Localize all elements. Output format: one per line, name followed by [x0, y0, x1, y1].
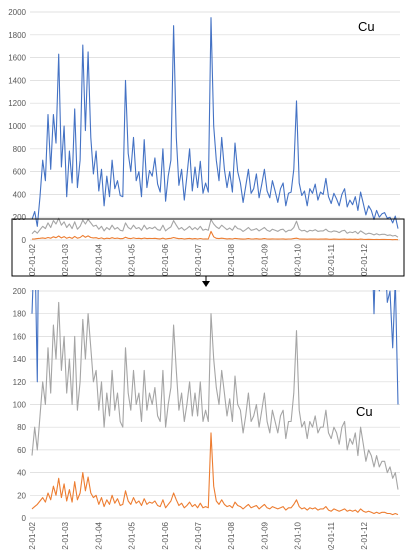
zoomed-x-tick-label: 02-01-05 — [128, 521, 137, 550]
zoomed-y-tick-labels: 0 20 40 60 80 100 120 140 160 180 200 — [13, 287, 27, 523]
overview-series-line-1 — [31, 217, 399, 238]
zoomed-series-group — [31, 290, 399, 516]
zoomed-y-tick-label: 140 — [13, 355, 27, 364]
overview-x-tick-labels: 02-01-02 02-01-03 02-01-04 02-01-05 02-01-06… — [28, 243, 369, 276]
overview-y-tick-label: 200 — [13, 213, 27, 222]
overview-x-tick-label: 02-01-02 — [28, 243, 37, 276]
zoomed-x-tick-label: 02-01-08 — [227, 521, 236, 550]
zoomed-y-tick-label: 100 — [13, 401, 27, 410]
overview-y-tick-label: 0 — [22, 236, 27, 245]
zoomed-x-tick-label: 02-01-09 — [260, 521, 269, 550]
overview-x-tick-label: 02-01-04 — [94, 243, 103, 276]
zoomed-y-tick-label: 0 — [22, 514, 27, 523]
overview-x-tick-label: 02-01-05 — [128, 243, 137, 276]
zoomed-y-tick-label: 80 — [17, 423, 26, 432]
zoom-region-box — [11, 218, 405, 277]
overview-y-tick-labels: 0 200 400 600 800 1000 1200 1400 1600 1800 2000 — [8, 8, 26, 245]
overview-y-tick-label: 1000 — [8, 122, 26, 131]
overview-x-tick-label: 02-01-11 — [327, 243, 336, 275]
zoomed-x-tick-label: 02-01-03 — [61, 521, 70, 550]
zoomed-x-tick-label: 02-01-11 — [327, 521, 336, 550]
zoomed-y-tick-label: 160 — [13, 332, 27, 341]
zoomed-x-tick-label: 02-01-04 — [94, 521, 103, 550]
zoomed-y-tick-label: 120 — [13, 378, 27, 387]
overview-y-tick-label: 1400 — [8, 76, 26, 85]
zoomed-series-line-1 — [31, 301, 399, 490]
zoomed-x-tick-label: 02-01-10 — [294, 521, 303, 550]
overview-x-tick-label: 02-01-08 — [227, 243, 236, 276]
overview-x-tick-label: 02-01-03 — [61, 243, 70, 276]
overview-chart-panel: 0 200 400 600 800 1000 1200 1400 1600 1800 2000 02… — [8, 8, 400, 276]
overview-y-tick-label: 1800 — [8, 31, 26, 40]
overview-y-tick-label: 600 — [13, 168, 27, 177]
zoomed-x-tick-labels: 02-01-02 02-01-03 02-01-04 02-01-05 02-01-06… — [28, 521, 369, 550]
overview-y-tick-label: 2000 — [8, 8, 26, 17]
overview-x-tick-label: 02-01-12 — [360, 243, 369, 276]
zoomed-y-tick-label: 40 — [17, 469, 26, 478]
overview-x-tick-label: 02-01-06 — [161, 243, 170, 276]
zoomed-y-tick-label: 60 — [17, 446, 26, 455]
zoomed-y-tick-label: 180 — [13, 310, 27, 319]
overview-y-tick-label: 400 — [13, 190, 27, 199]
overview-x-tick-label: 02-01-07 — [194, 243, 203, 276]
overview-x-tick-label: 02-01-10 — [294, 243, 303, 276]
zoomed-y-tick-label: 200 — [13, 287, 27, 296]
overview-element-label: Cu — [358, 19, 375, 34]
overview-series-line-0 — [31, 17, 399, 229]
zoomed-x-tick-label: 02-01-07 — [194, 521, 203, 550]
overview-y-tick-label: 1600 — [8, 54, 26, 63]
zoomed-series-line-2 — [31, 432, 399, 516]
zoomed-x-tick-label: 02-01-12 — [360, 521, 369, 550]
zoomed-x-tick-label: 02-01-02 — [28, 521, 37, 550]
overview-x-tick-label: 02-01-09 — [260, 243, 269, 276]
zoomed-series-line-0 — [31, 290, 399, 405]
overview-series-group — [31, 17, 399, 241]
zoomed-gridlines — [30, 290, 400, 519]
overview-y-tick-label: 1200 — [8, 99, 26, 108]
overview-y-tick-label: 800 — [13, 145, 27, 154]
zoom-arrow-head — [202, 281, 210, 287]
overview-series-line-2 — [31, 230, 399, 241]
zoomed-element-label: Cu — [356, 404, 373, 419]
zoomed-x-tick-label: 02-01-06 — [161, 521, 170, 550]
zoomed-y-tick-label: 20 — [17, 491, 26, 500]
